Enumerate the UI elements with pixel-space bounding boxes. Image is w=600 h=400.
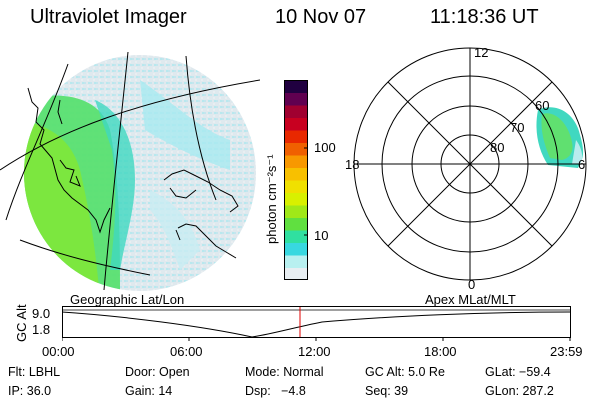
info-gain: Gain: 14 <box>125 384 173 398</box>
instrument-title: Ultraviolet Imager <box>30 6 187 28</box>
time-tick-1: 06:00 <box>170 344 203 359</box>
observation-time: 11:18:36 UT <box>430 6 539 28</box>
colorbar-cell <box>284 217 308 231</box>
time-tick-0: 00:00 <box>42 344 75 359</box>
mlat-label-60: 60 <box>535 98 550 113</box>
observation-date: 10 Nov 07 <box>275 6 367 28</box>
colorbar-cell <box>284 80 308 93</box>
colorbar-cell <box>284 155 308 168</box>
mlat-label-80: 80 <box>490 140 505 155</box>
info-ip: IP: 36.0 <box>8 384 52 398</box>
info-flt: Flt: LBHL <box>8 365 61 379</box>
mlt-label-18: 18 <box>345 157 360 172</box>
altitude-axis-label: GC Alt <box>14 304 29 342</box>
colorbar-cell <box>284 267 308 280</box>
colorbar-cell <box>284 180 308 193</box>
polar-mlat-mlt-panel <box>353 47 587 281</box>
mlt-label-6: 6 <box>578 157 586 172</box>
info-dsp: Dsp: −4.8 <box>245 384 306 398</box>
info-glat: GLat: −59.4 <box>485 365 551 379</box>
polar-grid <box>353 47 587 281</box>
colorbar-tick-10: 10 <box>314 228 329 243</box>
colorbar-unit-label: photon cm⁻²s⁻¹ <box>264 154 279 244</box>
colorbar-cell <box>284 255 308 268</box>
info-seq: Seq: 39 <box>365 384 409 398</box>
colorbar-cell <box>284 167 308 181</box>
colorbar-cell <box>284 192 308 206</box>
colorbar-cell <box>284 130 308 143</box>
info-mode: Mode: Normal <box>245 365 324 379</box>
colorbar-cell <box>284 242 308 256</box>
info-door: Door: Open <box>125 365 190 379</box>
altitude-tick-upper: 9.0 <box>32 306 51 321</box>
colorbar-tick-100: 100 <box>314 140 336 155</box>
colorbar-cell <box>284 230 308 243</box>
mlt-label-12: 12 <box>474 45 489 60</box>
mlt-label-0: 0 <box>468 277 476 292</box>
colorbar-cell <box>284 105 308 118</box>
altitude-plot <box>62 306 571 341</box>
aurora-image <box>24 55 256 291</box>
time-tick-4: 23:59 <box>550 344 583 359</box>
info-glon: GLon: 287.2 <box>485 384 554 398</box>
altitude-curve <box>62 311 571 338</box>
altitude-tick-lower: 1.8 <box>32 322 51 337</box>
info-gc-alt: GC Alt: 5.0 Re <box>365 365 445 379</box>
coastline-overlay <box>27 87 239 259</box>
mlat-label-70: 70 <box>510 120 525 135</box>
time-tick-2: 12:00 <box>298 344 331 359</box>
time-tick-3: 18:00 <box>424 344 457 359</box>
polar-panel-label: Apex MLat/MLT <box>425 292 516 307</box>
colorbar-cell <box>284 117 308 131</box>
colorbar-cell <box>284 92 308 106</box>
colorbar-cell <box>284 142 308 156</box>
geographic-panel-label: Geographic Lat/Lon <box>70 292 185 307</box>
time-axis-ticks <box>62 337 571 341</box>
lat-lon-grid <box>0 51 260 291</box>
colorbar-cell <box>284 205 308 218</box>
colorbar <box>284 80 308 280</box>
geographic-image-panel <box>0 51 260 291</box>
